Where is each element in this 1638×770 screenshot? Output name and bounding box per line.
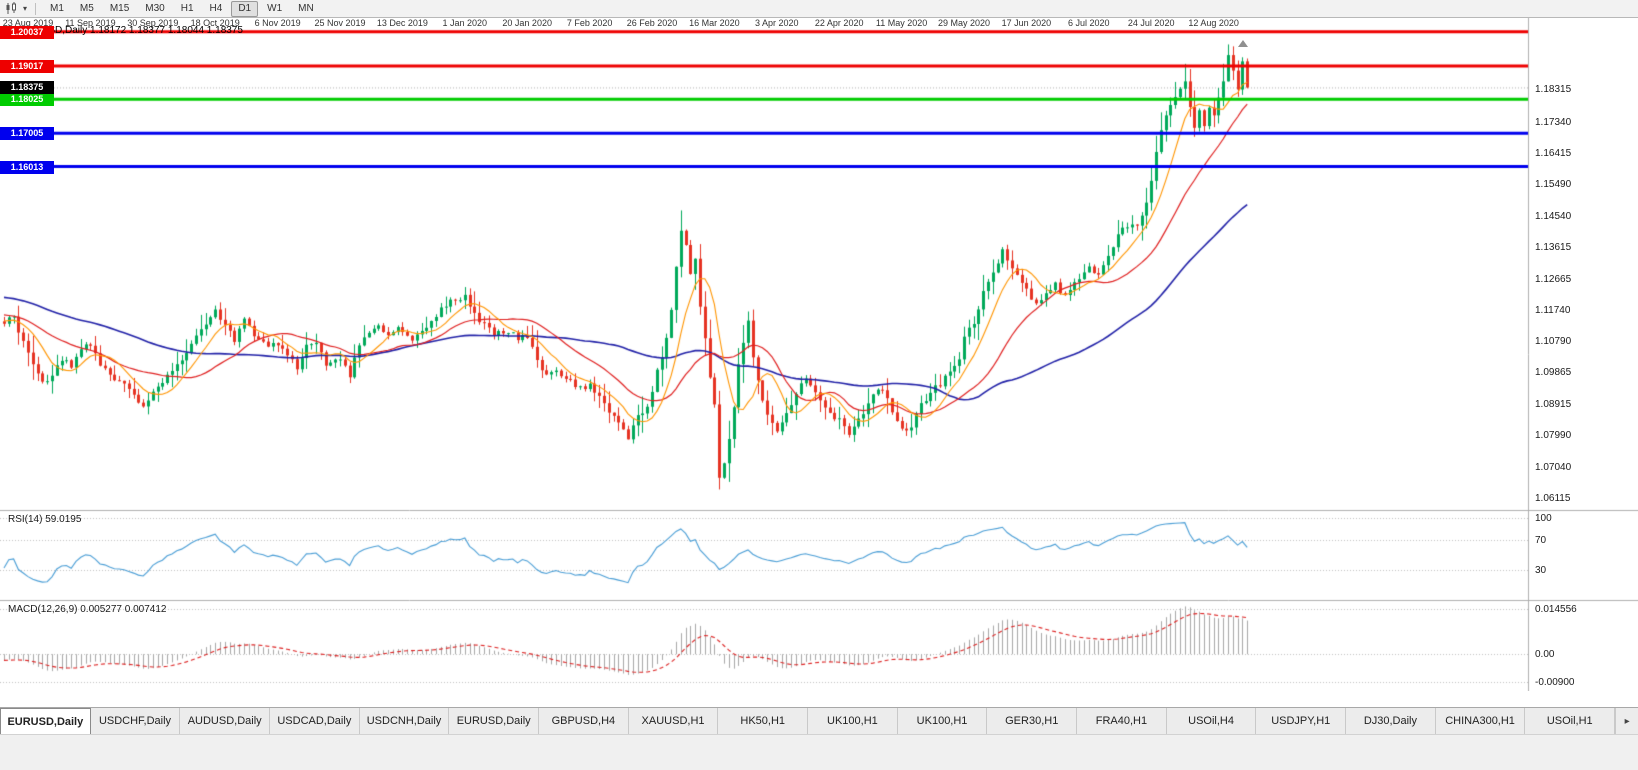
price-axis-label: 1.07990 <box>1535 430 1572 442</box>
chart-type-dropdown-icon[interactable]: ▾ <box>23 4 28 13</box>
hline-price-tag: 1.19017 <box>0 59 54 73</box>
current-price-tag: 1.18375 <box>0 81 54 95</box>
timeframe-button-M5[interactable]: M5 <box>79 2 94 14</box>
price-chart-canvas[interactable] <box>0 18 1638 691</box>
macd-axis-label: 0.014556 <box>1535 603 1577 615</box>
toolbar-separator <box>35 2 37 15</box>
hline-price-tag: 1.16013 <box>0 160 54 174</box>
date-axis-label: 17 Jun 2020 <box>1001 18 1052 28</box>
timeframe-button-MN[interactable]: MN <box>298 2 314 14</box>
rsi-axis-label: 100 <box>1535 512 1552 524</box>
chart-tab-6[interactable]: GBPUSD,H4 <box>539 708 629 734</box>
price-axis-label: 1.10790 <box>1535 336 1572 348</box>
date-axis-label: 11 May 2020 <box>875 18 928 28</box>
chart-tab-9[interactable]: UK100,H1 <box>808 708 898 734</box>
price-axis-label: 1.09865 <box>1535 367 1572 379</box>
macd-axis-label: -0.00900 <box>1535 677 1575 689</box>
timeframe-button-D1[interactable]: D1 <box>231 0 259 17</box>
chart-tab-13[interactable]: USOil,H4 <box>1167 708 1257 734</box>
hline-price-tag: 1.18025 <box>0 93 54 107</box>
chart-tab-bar: EURUSD,Daily USDCHF,Daily AUDUSD,Daily USDC… <box>0 707 1638 734</box>
date-axis-label: 7 Feb 2020 <box>566 18 613 28</box>
chart-tab-3[interactable]: USDCAD,Daily <box>270 708 360 734</box>
chart-tab-8[interactable]: HK50,H1 <box>718 708 809 734</box>
price-axis-label: 1.16415 <box>1535 148 1572 160</box>
macd-axis-label: 0.00 <box>1535 649 1555 661</box>
timeframe-button-M1[interactable]: M1 <box>50 2 64 14</box>
toolbar: ▾ M1 M5 M15 M30 H1 H4 D1 W1 MN <box>0 0 1638 18</box>
chart-tab-2[interactable]: AUDUSD,Daily <box>180 708 271 734</box>
price-axis-label: 1.14540 <box>1535 210 1572 222</box>
date-axis-label: 6 Nov 2019 <box>254 18 301 28</box>
date-axis-label: 25 Nov 2019 <box>314 18 366 28</box>
chart-tab-7[interactable]: XAUUSD,H1 <box>629 708 719 734</box>
price-axis-label: 1.12665 <box>1535 273 1572 285</box>
rsi-indicator-label: RSI(14) 59.0195 <box>8 514 82 525</box>
hline-price-tag: 1.17005 <box>0 127 54 141</box>
date-axis-label: 6 Jul 2020 <box>1068 18 1110 28</box>
date-axis-label: 30 Sep 2019 <box>127 18 179 28</box>
rsi-axis-label: 30 <box>1535 565 1547 576</box>
price-axis-label: 1.07040 <box>1535 461 1572 473</box>
chart-tab-12[interactable]: FRA40,H1 <box>1077 708 1167 734</box>
date-axis-label: 1 Jan 2020 <box>442 18 488 28</box>
date-axis-label: 23 Aug 2019 <box>2 18 54 28</box>
timeframe-button-M30[interactable]: M30 <box>145 2 165 14</box>
date-axis-label: 3 Apr 2020 <box>755 18 799 28</box>
price-axis-label: 1.06115 <box>1535 492 1571 504</box>
timeframe-button-H1[interactable]: H1 <box>180 2 194 14</box>
date-axis-label: 29 May 2020 <box>937 18 991 28</box>
price-axis-label: 1.11740 <box>1535 304 1571 316</box>
date-axis-label: 18 Oct 2019 <box>190 18 240 28</box>
date-axis-label: 20 Jan 2020 <box>502 18 552 28</box>
chart-tab-1[interactable]: USDCHF,Daily <box>91 708 181 734</box>
chart-tab-11[interactable]: GER30,H1 <box>987 708 1078 734</box>
macd-indicator-label: MACD(12,26,9) 0.005277 0.007412 <box>8 604 167 615</box>
chart-type-icon[interactable] <box>5 2 20 15</box>
date-axis-label: 26 Feb 2020 <box>626 18 678 28</box>
price-axis-label: 1.15490 <box>1535 179 1572 190</box>
chart-area: EURUSD,Daily 1.18172 1.18377 1.18044 1.1… <box>0 18 1638 707</box>
rsi-axis-label: 70 <box>1535 535 1547 546</box>
chart-tab-0[interactable]: EURUSD,Daily <box>0 708 91 734</box>
status-strip <box>0 734 1638 770</box>
timeframe-button-W1[interactable]: W1 <box>267 2 283 14</box>
chart-tab-16[interactable]: CHINA300,H1 <box>1436 708 1526 734</box>
chart-tab-10[interactable]: UK100,H1 <box>898 708 988 734</box>
chart-header-text: EURUSD,Daily 1.18172 1.18377 1.18044 1.1… <box>20 25 243 36</box>
tab-scroll-right-icon[interactable]: ▸ <box>1615 708 1638 734</box>
date-axis-label: 22 Apr 2020 <box>814 18 864 28</box>
chart-tab-14[interactable]: USDJPY,H1 <box>1256 708 1347 734</box>
chart-shift-marker <box>1238 40 1248 47</box>
chart-tab-15[interactable]: DJ30,Daily <box>1346 708 1436 734</box>
timeframe-button-M15[interactable]: M15 <box>109 2 130 14</box>
price-axis-label: 1.13615 <box>1535 241 1572 253</box>
price-axis-label: 1.18315 <box>1535 84 1572 96</box>
date-axis-label: 24 Jul 2020 <box>1127 18 1175 28</box>
price-axis-label: 1.17340 <box>1535 117 1572 129</box>
timeframe-buttons: M1 M5 M15 M30 H1 H4 D1 W1 MN <box>42 0 322 17</box>
date-axis-label: 12 Aug 2020 <box>1188 18 1239 28</box>
chart-tab-5[interactable]: EURUSD,Daily <box>449 708 540 734</box>
chart-tab-4[interactable]: USDCNH,Daily <box>360 708 450 734</box>
hline-price-tag: 1.20037 <box>0 25 54 39</box>
price-axis-label: 1.08915 <box>1535 399 1572 411</box>
chart-tab-17[interactable]: USOil,H1 <box>1525 708 1616 734</box>
date-axis-label: 13 Dec 2019 <box>376 18 428 28</box>
timeframe-button-H4[interactable]: H4 <box>209 2 223 14</box>
date-axis-label: 16 Mar 2020 <box>689 18 740 28</box>
date-axis-label: 11 Sep 2019 <box>65 18 116 28</box>
